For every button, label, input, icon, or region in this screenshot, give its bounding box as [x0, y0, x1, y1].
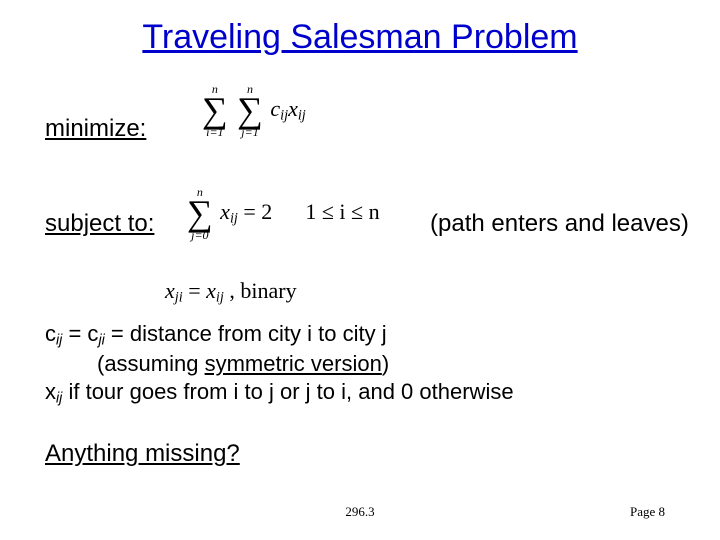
- sum-outer: n ∑ i=1: [202, 83, 228, 138]
- slide-title: Traveling Salesman Problem: [0, 18, 720, 57]
- footer-course: 296.3: [0, 504, 720, 520]
- sum-inner: n ∑ j=1: [237, 83, 263, 138]
- def-x: xij if tour goes from i to j or j to i, …: [45, 378, 700, 408]
- def-assuming: (assuming symmetric version): [97, 350, 700, 378]
- slide: Traveling Salesman Problem minimize: n ∑…: [0, 0, 720, 540]
- sum-constraint: n ∑ j=0: [187, 186, 213, 241]
- binary-formula: xji = xij , binary: [165, 278, 297, 307]
- anything-missing: Anything missing?: [45, 440, 240, 468]
- def-c: cij = cji = distance from city i to city…: [45, 320, 700, 350]
- objective-term: cijxij: [270, 96, 305, 125]
- subject-to-label: subject to:: [45, 210, 154, 238]
- footer-page: Page 8: [630, 504, 665, 520]
- objective-formula: n ∑ i=1 n ∑ j=1 cijxij: [200, 83, 306, 138]
- constraint-formula: n ∑ j=0 xij = 2 1 ≤ i ≤ n: [185, 186, 380, 241]
- minimize-label: minimize:: [45, 115, 146, 143]
- definitions-block: cij = cji = distance from city i to city…: [45, 320, 700, 408]
- constraint-comment: (path enters and leaves): [430, 210, 689, 238]
